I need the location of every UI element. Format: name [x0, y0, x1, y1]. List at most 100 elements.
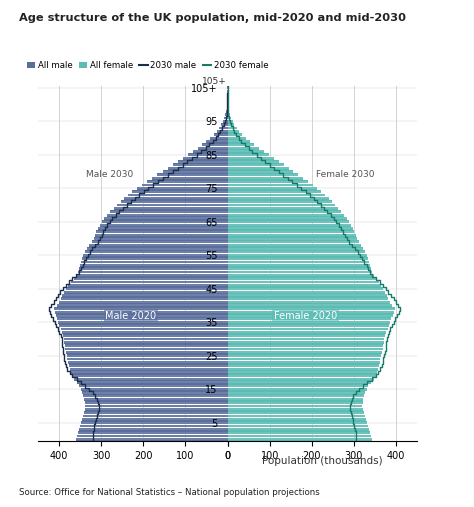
Bar — [228, 197, 329, 200]
Bar — [228, 271, 372, 273]
Bar — [228, 207, 338, 210]
Bar — [228, 351, 382, 354]
Bar — [228, 341, 384, 344]
Text: Population (thousands): Population (thousands) — [262, 456, 383, 466]
Bar — [228, 361, 380, 364]
Bar — [132, 190, 228, 193]
Bar — [198, 147, 228, 150]
Bar — [78, 431, 228, 434]
Bar — [84, 411, 228, 414]
Bar — [146, 180, 228, 183]
Text: Male 2020: Male 2020 — [105, 310, 156, 320]
Bar — [228, 431, 370, 434]
Bar — [110, 210, 228, 213]
Bar — [54, 307, 228, 310]
Bar — [114, 207, 228, 210]
Bar — [82, 257, 228, 260]
Bar — [83, 254, 228, 257]
Bar — [74, 277, 228, 280]
Bar — [70, 368, 228, 371]
Bar — [228, 324, 389, 327]
Bar — [85, 401, 228, 404]
Bar — [228, 304, 392, 307]
Bar — [228, 163, 284, 166]
Bar — [224, 117, 228, 120]
Bar — [93, 237, 228, 240]
Bar — [228, 177, 303, 179]
Bar — [228, 160, 279, 163]
Bar — [228, 328, 388, 331]
Bar — [223, 120, 228, 123]
Bar — [228, 261, 369, 264]
Bar — [108, 213, 228, 216]
Bar — [228, 331, 386, 334]
Bar — [228, 284, 381, 287]
Bar — [96, 230, 228, 233]
Bar — [228, 244, 361, 246]
Bar — [228, 200, 332, 203]
Bar — [228, 438, 372, 441]
Bar — [77, 434, 228, 438]
Bar — [66, 287, 228, 290]
Bar — [227, 106, 228, 110]
Bar — [228, 388, 366, 390]
Bar — [77, 381, 228, 384]
Bar — [68, 361, 228, 364]
Bar — [63, 334, 228, 337]
Bar — [65, 344, 228, 347]
Bar — [228, 140, 250, 143]
Bar — [92, 240, 228, 243]
Bar — [183, 157, 228, 160]
Bar — [82, 391, 228, 394]
Bar — [121, 200, 228, 203]
Bar — [69, 365, 228, 367]
Bar — [228, 398, 363, 401]
Bar — [78, 271, 228, 273]
Bar — [228, 133, 242, 136]
Bar — [228, 224, 351, 227]
Legend: All male, All female, 2030 male, 2030 female: All male, All female, 2030 male, 2030 fe… — [23, 57, 272, 74]
Bar — [228, 357, 381, 360]
Bar — [70, 371, 228, 374]
Bar — [228, 180, 308, 183]
Bar — [228, 411, 364, 414]
Bar — [228, 267, 371, 270]
Bar — [228, 137, 246, 139]
Bar — [63, 294, 228, 297]
Bar — [57, 317, 228, 320]
Bar — [173, 163, 228, 166]
Bar — [228, 187, 317, 190]
Bar — [228, 317, 392, 320]
Bar — [228, 314, 392, 317]
Bar — [210, 137, 228, 139]
Bar — [228, 154, 269, 156]
Bar — [228, 277, 377, 280]
Bar — [82, 418, 228, 421]
Bar — [228, 250, 365, 254]
Bar — [64, 341, 228, 344]
Bar — [228, 344, 383, 347]
Bar — [55, 314, 228, 317]
Bar — [228, 204, 336, 206]
Bar — [80, 424, 228, 427]
Bar — [81, 421, 228, 424]
Bar — [124, 197, 228, 200]
Bar — [98, 227, 228, 230]
Bar — [72, 374, 228, 377]
Bar — [168, 167, 228, 170]
Text: 105+: 105+ — [202, 77, 227, 86]
Bar — [228, 110, 229, 113]
Bar — [178, 160, 228, 163]
Bar — [62, 331, 228, 334]
Bar — [58, 321, 228, 323]
Bar — [221, 123, 228, 126]
Bar — [228, 117, 231, 120]
Bar — [79, 267, 228, 270]
Bar — [228, 221, 349, 223]
Bar — [228, 378, 374, 381]
Bar — [228, 368, 378, 371]
Bar — [83, 415, 228, 417]
Bar — [228, 210, 341, 213]
Text: Male 2030: Male 2030 — [86, 170, 133, 179]
Bar — [228, 391, 365, 394]
